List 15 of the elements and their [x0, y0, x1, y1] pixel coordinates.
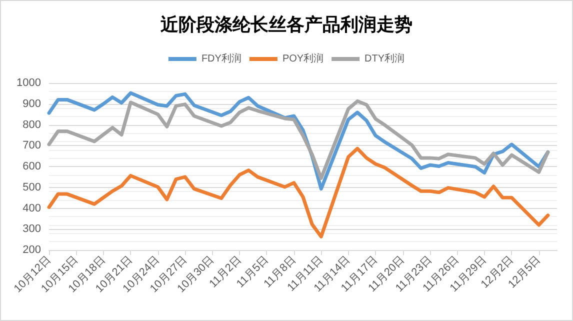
y-tick-label: 900 — [22, 98, 41, 110]
y-tick-label: 300 — [22, 223, 41, 236]
y-tick-label: 800 — [22, 118, 41, 131]
y-tick-label: 700 — [22, 140, 41, 152]
legend-label: DTY利润 — [364, 52, 405, 64]
chart-title: 近阶段涤纶长丝各产品利润走势 — [160, 14, 412, 36]
y-tick-label: 200 — [22, 244, 41, 256]
legend-label: POY利润 — [282, 52, 324, 64]
line-series — [47, 146, 550, 238]
y-tick-label: 600 — [22, 160, 41, 172]
y-tick-label: 400 — [22, 202, 41, 214]
line-series — [47, 99, 550, 180]
y-tick-label: 1000 — [16, 77, 41, 89]
legend-label: FDY利润 — [201, 52, 242, 64]
y-tick-label: 500 — [22, 181, 41, 194]
